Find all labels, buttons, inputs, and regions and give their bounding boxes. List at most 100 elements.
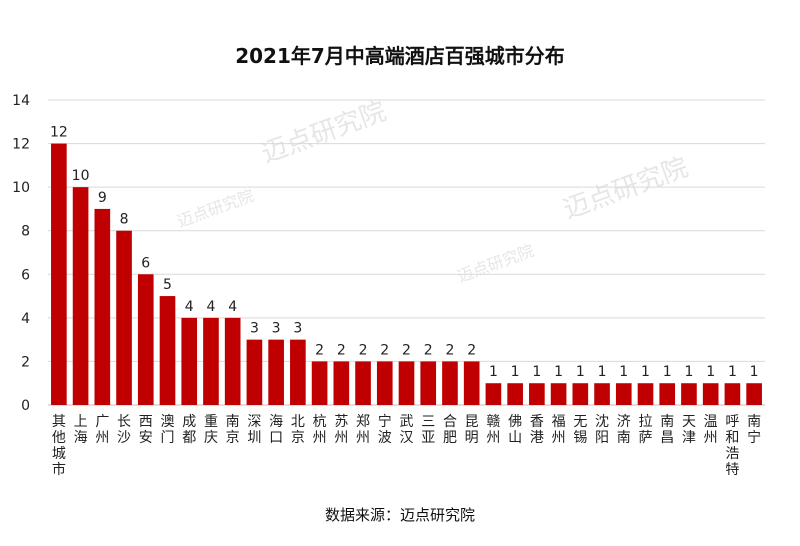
data-label: 1 [532, 364, 541, 380]
y-axis-ticks: 0 2 4 6 8 10 12 14 [12, 93, 30, 414]
data-label: 4 [185, 299, 194, 315]
x-tick-label: 三亚 [421, 414, 435, 446]
x-tick-label: 合肥 [443, 414, 457, 446]
data-label: 3 [272, 321, 281, 337]
y-tick-label: 2 [21, 354, 30, 370]
bar-南宁 [746, 383, 762, 405]
x-tick-label: 南昌 [660, 414, 674, 446]
x-tick-label: 上海 [74, 414, 88, 446]
x-tick-label: 郑州 [356, 414, 370, 446]
x-tick-label: 西安 [139, 414, 153, 446]
x-tick-label: 天津 [682, 414, 696, 446]
data-label: 1 [663, 364, 672, 380]
x-tick-label: 香港 [530, 414, 544, 446]
bar-宁波 [376, 361, 393, 405]
data-label: 2 [467, 342, 476, 358]
bar-深圳 [246, 339, 263, 405]
data-label: 1 [576, 364, 585, 380]
x-tick-label: 济南 [617, 414, 631, 446]
y-tick-label: 14 [12, 93, 30, 109]
bar-长沙 [116, 230, 132, 405]
x-tick-label: 南京 [226, 414, 240, 446]
bar-广州 [94, 208, 111, 405]
x-axis-labels: 其他城市上海广州长沙西安澳门成都重庆南京深圳海口北京杭州苏州郑州宁波武汉三亚合肥… [52, 413, 761, 478]
data-label: 6 [141, 255, 150, 271]
data-label: 1 [641, 364, 650, 380]
x-tick-label: 无锡 [573, 414, 587, 446]
y-tick-label: 4 [21, 311, 30, 327]
data-label: 5 [163, 277, 172, 293]
data-label: 2 [380, 342, 389, 358]
bar-香港 [529, 383, 545, 405]
x-tick-label: 其他城市 [52, 414, 66, 478]
bar-沈阳 [594, 383, 610, 405]
bar-天津 [681, 383, 697, 405]
x-tick-label: 佛山 [508, 414, 522, 446]
x-tick-label: 赣州 [486, 414, 500, 446]
data-label: 4 [228, 299, 237, 315]
data-label: 2 [445, 342, 454, 358]
bar-南京 [224, 317, 241, 405]
data-label: 2 [315, 342, 324, 358]
bar-上海 [72, 187, 89, 405]
x-tick-label: 沈阳 [595, 414, 609, 446]
bar-重庆 [203, 317, 219, 405]
data-label: 1 [684, 364, 693, 380]
y-tick-label: 0 [21, 398, 30, 414]
data-label: 2 [424, 342, 433, 358]
bar-海口 [268, 339, 284, 405]
data-label: 1 [619, 364, 628, 380]
data-label: 1 [706, 364, 715, 380]
x-tick-label: 温州 [704, 414, 718, 446]
x-tick-label: 广州 [95, 414, 109, 446]
data-label: 9 [98, 190, 107, 206]
data-label: 1 [598, 364, 607, 380]
bar-昆明 [463, 361, 480, 405]
bar-其他城市 [51, 143, 67, 406]
bar-温州 [702, 383, 719, 405]
bar-佛山 [507, 383, 523, 405]
data-label: 12 [50, 125, 68, 141]
x-tick-label: 呼和浩特 [725, 414, 739, 478]
bar-武汉 [398, 361, 415, 405]
x-tick-label: 海口 [269, 414, 283, 446]
x-tick-label: 成都 [182, 414, 196, 446]
bar-西安 [137, 274, 154, 405]
bar-杭州 [311, 361, 328, 405]
data-label: 1 [750, 364, 759, 380]
bar-合肥 [442, 361, 458, 405]
data-label: 4 [206, 299, 215, 315]
y-tick-label: 10 [12, 180, 30, 196]
data-label: 1 [489, 364, 498, 380]
data-label: 1 [554, 364, 563, 380]
data-label: 2 [337, 342, 346, 358]
x-tick-label: 南宁 [747, 414, 761, 446]
x-tick-label: 福州 [552, 414, 566, 446]
y-tick-label: 8 [21, 224, 30, 240]
bar-福州 [550, 383, 567, 405]
y-tick-label: 6 [21, 267, 30, 283]
bar-拉萨 [637, 383, 654, 405]
data-label: 10 [72, 168, 90, 184]
gridlines [48, 99, 765, 406]
x-tick-label: 昆明 [465, 414, 479, 446]
data-label: 3 [250, 321, 259, 337]
x-tick-label: 宁波 [378, 413, 392, 446]
x-tick-label: 深圳 [247, 414, 261, 446]
y-tick-label: 12 [12, 137, 30, 153]
data-label: 1 [511, 364, 520, 380]
data-label: 2 [359, 342, 368, 358]
bar-郑州 [355, 361, 371, 405]
x-tick-label: 杭州 [313, 414, 327, 446]
bar-澳门 [159, 296, 176, 405]
data-label: 3 [293, 321, 302, 337]
bar-无锡 [572, 383, 589, 405]
x-tick-label: 重庆 [204, 414, 218, 446]
bar-南昌 [659, 383, 676, 405]
x-tick-label: 澳门 [161, 414, 175, 446]
bar-赣州 [485, 383, 502, 405]
x-tick-label: 武汉 [400, 414, 414, 446]
data-label: 2 [402, 342, 411, 358]
